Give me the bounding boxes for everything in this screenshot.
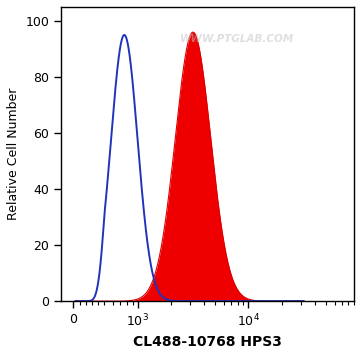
Text: WWW.PTGLAB.COM: WWW.PTGLAB.COM [180, 34, 294, 44]
X-axis label: CL488-10768 HPS3: CL488-10768 HPS3 [133, 335, 282, 349]
Y-axis label: Relative Cell Number: Relative Cell Number [7, 88, 20, 220]
